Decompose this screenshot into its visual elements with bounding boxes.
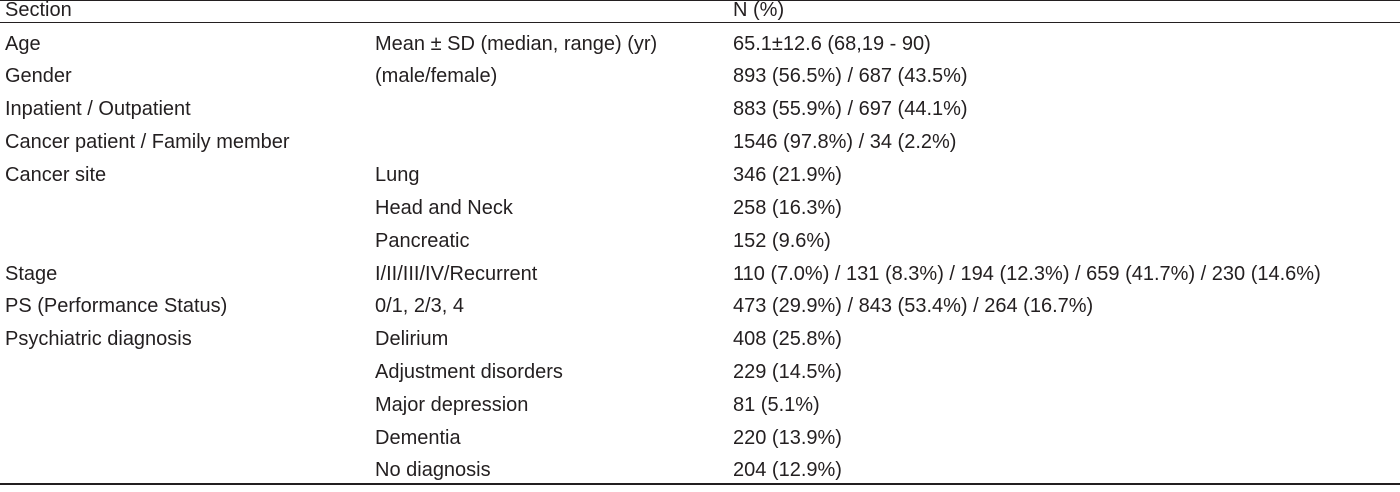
table-header-row: Section N (%) bbox=[0, 0, 1400, 22]
row-value: 152 (9.6%) bbox=[733, 230, 831, 252]
row-section: Age bbox=[5, 33, 41, 55]
table-row: Age Mean ± SD (median, range) (yr) 65.1±… bbox=[0, 33, 1400, 66]
row-detail: Major depression bbox=[375, 394, 529, 416]
row-value: 346 (21.9%) bbox=[733, 164, 842, 186]
header-section: Section bbox=[5, 0, 72, 21]
row-section: Inpatient / Outpatient bbox=[5, 98, 191, 120]
row-value: 473 (29.9%) / 843 (53.4%) / 264 (16.7%) bbox=[733, 295, 1094, 317]
table-row: Pancreatic 152 (9.6%) bbox=[0, 230, 1400, 263]
table-row: Cancer site Lung 346 (21.9%) bbox=[0, 164, 1400, 197]
row-detail: (male/female) bbox=[375, 65, 498, 87]
table-row: No diagnosis 204 (12.9%) bbox=[0, 459, 1400, 492]
row-detail: Mean ± SD (median, range) (yr) bbox=[375, 33, 658, 55]
row-section: Psychiatric diagnosis bbox=[5, 328, 192, 350]
row-section: Gender bbox=[5, 65, 72, 87]
table-row: Major depression 81 (5.1%) bbox=[0, 394, 1400, 427]
row-value: 1546 (97.8%) / 34 (2.2%) bbox=[733, 131, 957, 153]
table-header-rule bbox=[0, 22, 1400, 23]
row-detail: No diagnosis bbox=[375, 459, 491, 481]
row-detail: Lung bbox=[375, 164, 420, 186]
table-row: Cancer patient / Family member 1546 (97.… bbox=[0, 131, 1400, 164]
row-detail: Head and Neck bbox=[375, 197, 513, 219]
row-detail: Dementia bbox=[375, 427, 461, 449]
row-value: 110 (7.0%) / 131 (8.3%) / 194 (12.3%) / … bbox=[733, 263, 1321, 285]
row-value: 65.1±12.6 (68,19 - 90) bbox=[733, 33, 931, 55]
row-detail: I/II/III/IV/Recurrent bbox=[375, 263, 538, 285]
header-value: N (%) bbox=[733, 0, 785, 21]
table-top-rule bbox=[0, 0, 1400, 1]
row-section: PS (Performance Status) bbox=[5, 295, 228, 317]
row-section: Cancer patient / Family member bbox=[5, 131, 290, 153]
table-row: Gender (male/female) 893 (56.5%) / 687 (… bbox=[0, 65, 1400, 98]
table-row: Head and Neck 258 (16.3%) bbox=[0, 197, 1400, 230]
row-value: 408 (25.8%) bbox=[733, 328, 842, 350]
table-row: Psychiatric diagnosis Delirium 408 (25.8… bbox=[0, 328, 1400, 361]
row-value: 883 (55.9%) / 697 (44.1%) bbox=[733, 98, 968, 120]
row-value: 258 (16.3%) bbox=[733, 197, 842, 219]
table-row: Dementia 220 (13.9%) bbox=[0, 427, 1400, 460]
row-value: 204 (12.9%) bbox=[733, 459, 842, 481]
row-detail: Pancreatic bbox=[375, 230, 470, 252]
row-value: 893 (56.5%) / 687 (43.5%) bbox=[733, 65, 968, 87]
row-detail: Adjustment disorders bbox=[375, 361, 563, 383]
row-value: 220 (13.9%) bbox=[733, 427, 842, 449]
table-row: Adjustment disorders 229 (14.5%) bbox=[0, 361, 1400, 394]
table-bottom-rule bbox=[0, 483, 1400, 485]
row-section: Cancer site bbox=[5, 164, 107, 186]
table-row: PS (Performance Status) 0/1, 2/3, 4 473 … bbox=[0, 295, 1400, 328]
row-detail: 0/1, 2/3, 4 bbox=[375, 295, 464, 317]
table-row: Stage I/II/III/IV/Recurrent 110 (7.0%) /… bbox=[0, 263, 1400, 296]
table-row: Inpatient / Outpatient 883 (55.9%) / 697… bbox=[0, 98, 1400, 131]
row-value: 81 (5.1%) bbox=[733, 394, 820, 416]
row-section: Stage bbox=[5, 263, 58, 285]
row-value: 229 (14.5%) bbox=[733, 361, 842, 383]
row-detail: Delirium bbox=[375, 328, 449, 350]
